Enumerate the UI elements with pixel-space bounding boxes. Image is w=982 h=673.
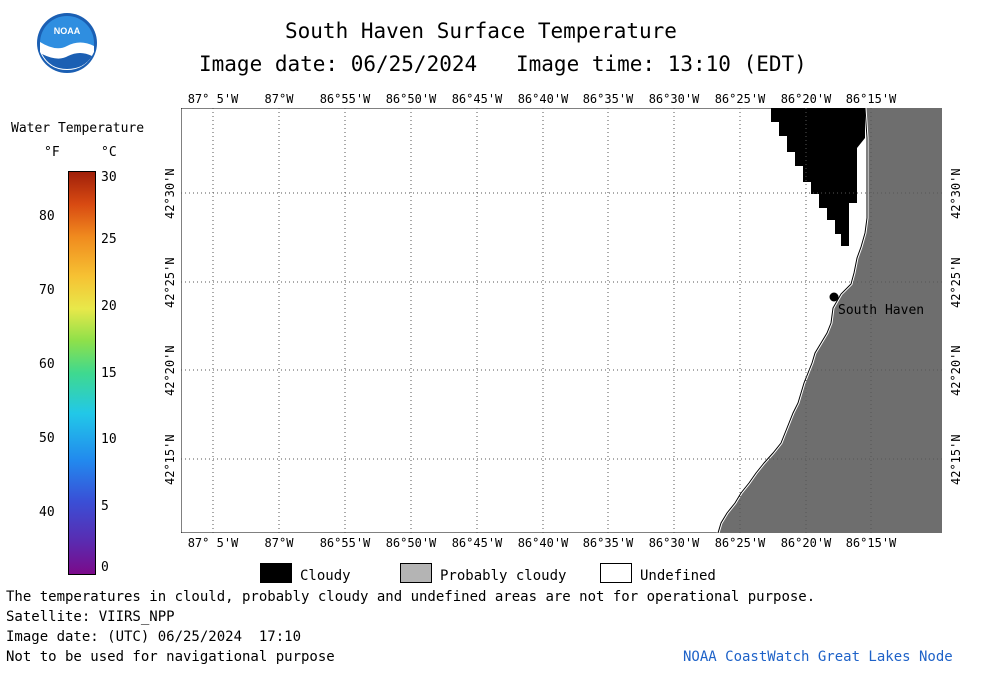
- lon-label-bottom: 86°30'W: [648, 536, 700, 550]
- legend-probably-cloudy-swatch: [400, 563, 432, 583]
- disclaimer-text: The temperatures in clould, probably clo…: [6, 589, 816, 605]
- legend-probably-cloudy-label: Probably cloudy: [440, 568, 567, 584]
- colorbar-unit-f: °F: [44, 145, 60, 160]
- lon-label-bottom: 86°20'W: [780, 536, 832, 550]
- fahrenheit-tick: 50: [39, 431, 55, 446]
- legend-undefined-swatch: [600, 563, 632, 583]
- celsius-tick: 20: [101, 299, 117, 314]
- colorbar-unit-c: °C: [101, 145, 117, 160]
- lon-label-bottom: 86°15'W: [845, 536, 897, 550]
- fahrenheit-tick: 80: [39, 209, 55, 224]
- lat-label-left: 42°30'N: [163, 168, 177, 219]
- legend-undefined-label: Undefined: [640, 568, 716, 584]
- temperature-colorbar: [68, 171, 96, 575]
- noaa-logo-text: NOAA: [53, 26, 81, 36]
- lon-label-top: 86°35'W: [582, 92, 634, 106]
- celsius-tick: 25: [101, 232, 117, 247]
- lon-label-bottom: 86°55'W: [319, 536, 371, 550]
- lon-label-bottom: 86°25'W: [714, 536, 766, 550]
- celsius-tick: 30: [101, 170, 117, 185]
- fahrenheit-tick: 40: [39, 505, 55, 520]
- noaa-logo: NOAA: [36, 12, 98, 74]
- lon-label-top: 87° 5'W: [187, 92, 239, 106]
- land-area: [718, 108, 942, 533]
- satellite-text: Satellite: VIIRS_NPP: [6, 609, 175, 625]
- colorbar-title: Water Temperature: [11, 121, 145, 136]
- page-title: South Haven Surface Temperature: [285, 19, 677, 43]
- lat-label-left: 42°25'N: [163, 257, 177, 308]
- credit-text: NOAA CoastWatch Great Lakes Node: [683, 649, 953, 665]
- fahrenheit-tick: 70: [39, 283, 55, 298]
- cloud-area: [771, 108, 865, 246]
- legend-cloudy-swatch: [260, 563, 292, 583]
- celsius-tick: 0: [101, 560, 109, 575]
- celsius-tick: 10: [101, 432, 117, 447]
- lat-label-right: 42°15'N: [949, 434, 963, 485]
- lon-label-top: 86°30'W: [648, 92, 700, 106]
- lon-label-top: 86°15'W: [845, 92, 897, 106]
- lon-label-top: 86°25'W: [714, 92, 766, 106]
- lon-label-bottom: 87° 5'W: [187, 536, 239, 550]
- celsius-tick: 15: [101, 366, 117, 381]
- lat-label-right: 42°30'N: [949, 168, 963, 219]
- image-date-label: Image date: 06/25/2024: [199, 52, 478, 76]
- image-time-label: Image time: 13:10 (EDT): [516, 52, 807, 76]
- legend-cloudy-label: Cloudy: [300, 568, 351, 584]
- lon-label-top: 87°W: [264, 92, 294, 106]
- utc-date-text: Image date: (UTC) 06/25/2024 17:10: [6, 629, 302, 645]
- lon-label-top: 86°55'W: [319, 92, 371, 106]
- lat-label-right: 42°25'N: [949, 257, 963, 308]
- lon-label-bottom: 87°W: [264, 536, 294, 550]
- lon-label-bottom: 86°35'W: [582, 536, 634, 550]
- lon-label-top: 86°50'W: [385, 92, 437, 106]
- south-haven-label: South Haven: [838, 303, 925, 318]
- nav-warning-text: Not to be used for navigational purpose: [6, 649, 335, 665]
- map-frame: [180, 107, 943, 534]
- lon-label-bottom: 86°40'W: [517, 536, 569, 550]
- south-haven-marker: [829, 292, 839, 302]
- lon-label-bottom: 86°50'W: [385, 536, 437, 550]
- lon-label-top: 86°45'W: [451, 92, 503, 106]
- lon-label-top: 86°40'W: [517, 92, 569, 106]
- lon-label-bottom: 86°45'W: [451, 536, 503, 550]
- lat-label-left: 42°15'N: [163, 434, 177, 485]
- lon-label-top: 86°20'W: [780, 92, 832, 106]
- celsius-tick: 5: [101, 499, 109, 514]
- lat-label-right: 42°20'N: [949, 345, 963, 396]
- fahrenheit-tick: 60: [39, 357, 55, 372]
- lat-label-left: 42°20'N: [163, 345, 177, 396]
